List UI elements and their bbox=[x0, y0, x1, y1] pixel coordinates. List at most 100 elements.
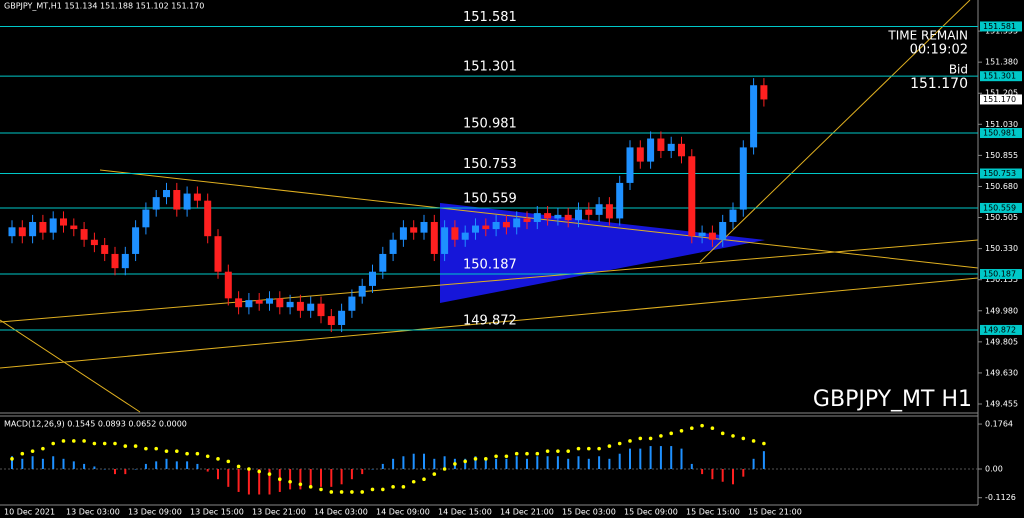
macd-bar bbox=[258, 469, 261, 495]
signal-dot bbox=[164, 449, 169, 453]
signal-dot bbox=[422, 477, 426, 482]
signal-dot bbox=[514, 451, 519, 456]
y-tick-label: 149.455 bbox=[985, 400, 1018, 409]
candle-body bbox=[214, 236, 222, 272]
candle-body bbox=[111, 253, 119, 269]
signal-dot bbox=[226, 459, 231, 464]
y-tick-label: 151.030 bbox=[985, 120, 1018, 129]
level-label: 151.581 bbox=[463, 10, 517, 25]
level-tag-label: 150.559 bbox=[983, 203, 1016, 212]
signal-dot bbox=[762, 441, 766, 446]
x-tick-label: 14 Dec 09:00 bbox=[376, 508, 430, 517]
y-tick-label: 149.980 bbox=[985, 306, 1018, 315]
y-tick-label: 150.155 bbox=[985, 275, 1018, 284]
candle-body bbox=[255, 300, 263, 304]
macd-bar bbox=[659, 446, 662, 470]
x-tick-label: 15 Dec 21:00 bbox=[748, 508, 802, 517]
candle-body bbox=[235, 298, 243, 308]
macd-bar bbox=[556, 456, 559, 470]
macd-bar bbox=[340, 469, 343, 485]
candle-body bbox=[708, 232, 716, 240]
x-tick-label: 14 Dec 03:00 bbox=[314, 508, 368, 517]
candle-body bbox=[729, 209, 737, 222]
level-label: 150.981 bbox=[463, 117, 517, 132]
candle-body bbox=[39, 221, 47, 233]
macd-bar bbox=[670, 446, 673, 470]
y2-tick-label: 0.00 bbox=[985, 465, 1003, 474]
signal-dot bbox=[545, 449, 550, 453]
candle-body bbox=[678, 143, 685, 157]
candle-body bbox=[430, 221, 438, 254]
y-tick-label: 150.855 bbox=[985, 151, 1018, 160]
candle-body bbox=[544, 213, 552, 219]
signal-dot bbox=[504, 454, 509, 459]
y2-tick-label: -0.1126 bbox=[985, 493, 1016, 502]
signal-dot bbox=[267, 472, 272, 476]
macd-bar bbox=[474, 456, 477, 470]
signal-dot bbox=[133, 444, 138, 448]
x-tick-label: 15 Dec 15:00 bbox=[686, 508, 740, 517]
level-tag-label: 149.872 bbox=[983, 325, 1016, 334]
candle-body bbox=[369, 271, 376, 286]
signal-dot bbox=[339, 490, 344, 494]
macd-bar bbox=[484, 458, 487, 470]
macd-bar bbox=[433, 458, 436, 470]
macd-bar bbox=[546, 456, 549, 470]
macd-bar bbox=[21, 458, 24, 470]
y-tick-label: 150.680 bbox=[985, 182, 1018, 191]
level-tag-label: 150.981 bbox=[983, 129, 1016, 138]
macd-bar bbox=[350, 469, 353, 480]
signal-dot bbox=[720, 431, 725, 436]
macd-bar bbox=[247, 469, 250, 495]
current-price-tag bbox=[980, 94, 1022, 105]
signal-dot bbox=[30, 449, 35, 453]
signal-dot bbox=[41, 446, 45, 451]
macd-bar bbox=[608, 458, 611, 470]
macd-bar bbox=[299, 469, 302, 490]
candle-body bbox=[616, 182, 624, 219]
candle-body bbox=[482, 225, 490, 230]
y2-tick-label: 0.1764 bbox=[985, 420, 1013, 429]
candle-body bbox=[461, 232, 469, 240]
candle-body bbox=[348, 296, 356, 311]
macd-bar bbox=[93, 466, 96, 470]
candle-body bbox=[163, 190, 170, 198]
signal-dot bbox=[61, 439, 66, 443]
candle-body bbox=[492, 221, 500, 230]
macd-bar bbox=[155, 461, 158, 470]
macd-bar bbox=[330, 469, 333, 487]
signal-dot bbox=[308, 485, 313, 489]
candle-body bbox=[502, 221, 510, 228]
macd-bar bbox=[114, 469, 116, 475]
candle-body bbox=[564, 214, 572, 221]
candle-body bbox=[760, 85, 768, 100]
macd-bar bbox=[402, 456, 405, 470]
signal-dot bbox=[123, 444, 128, 448]
signal-dot bbox=[741, 436, 746, 441]
macd-bar bbox=[196, 463, 199, 470]
signal-dot bbox=[102, 441, 107, 446]
trend-line bbox=[0, 239, 979, 323]
signal-dot bbox=[51, 441, 55, 446]
macd-bar bbox=[711, 469, 714, 480]
signal-dot bbox=[751, 439, 756, 443]
header: GBPJPY_MT,H1 151.134 151.188 151.102 151… bbox=[4, 2, 204, 11]
macd-bar bbox=[186, 461, 189, 470]
candle-body bbox=[554, 214, 562, 219]
macd-bar bbox=[701, 469, 704, 475]
macd-bar bbox=[536, 456, 539, 470]
y-tick-label: 150.505 bbox=[985, 213, 1018, 222]
level-tag-label: 150.753 bbox=[983, 169, 1016, 178]
candle-body bbox=[739, 147, 747, 210]
x-tick-label: 13 Dec 03:00 bbox=[66, 508, 120, 517]
trend-line bbox=[0, 319, 141, 413]
macd-bar bbox=[762, 451, 765, 470]
macd-bar bbox=[31, 456, 34, 470]
candle-body bbox=[121, 253, 129, 269]
candle-body bbox=[317, 303, 325, 317]
y-tick-label: 150.330 bbox=[985, 244, 1018, 253]
candle-body bbox=[698, 232, 706, 237]
signal-dot bbox=[185, 451, 189, 456]
macd-bar bbox=[639, 448, 642, 470]
